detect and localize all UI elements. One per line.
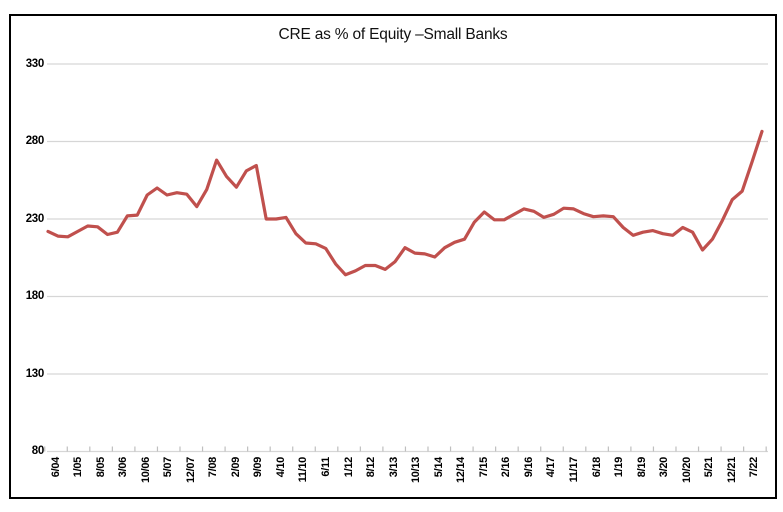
x-tick-label: 10/20 bbox=[680, 457, 693, 484]
x-tick-label: 10/13 bbox=[410, 457, 423, 484]
x-tick-label: 5/07 bbox=[162, 457, 175, 478]
series-line bbox=[46, 129, 764, 277]
x-tick-label: 4/17 bbox=[545, 457, 558, 478]
x-tick-label: 5/21 bbox=[703, 457, 716, 478]
x-tick-label: 9/09 bbox=[252, 457, 265, 478]
y-tick-label: 280 bbox=[25, 135, 45, 147]
x-tick-label: 6/04 bbox=[49, 457, 62, 478]
chart-frame bbox=[9, 14, 777, 499]
x-tick-label: 10/06 bbox=[139, 457, 152, 484]
x-tick-label: 1/19 bbox=[613, 457, 626, 478]
x-tick-label: 8/05 bbox=[94, 457, 107, 478]
x-tick-label: 7/08 bbox=[207, 457, 220, 478]
x-tick-label: 12/21 bbox=[725, 457, 738, 484]
chart-title: CRE as % of Equity –Small Banks bbox=[278, 26, 508, 43]
x-tick-label: 3/13 bbox=[387, 457, 400, 478]
x-tick-label: 6/11 bbox=[320, 457, 333, 477]
y-tick-label: 130 bbox=[25, 367, 45, 380]
x-tick-label: 2/16 bbox=[500, 457, 513, 478]
x-tick-label: 8/12 bbox=[365, 457, 378, 478]
x-tick-label: 8/19 bbox=[635, 457, 648, 478]
x-tick-label: 7/22 bbox=[748, 457, 761, 478]
x-tick-label: 7/15 bbox=[477, 457, 490, 478]
x-tick-label: 3/06 bbox=[117, 457, 130, 478]
x-tick-label: 11/17 bbox=[568, 457, 581, 483]
y-tick-label: 330 bbox=[25, 57, 45, 70]
x-tick-label: 1/12 bbox=[342, 457, 355, 478]
y-tick-label: 180 bbox=[25, 290, 45, 302]
x-tick-label: 3/20 bbox=[658, 457, 671, 478]
x-tick-label: 2/09 bbox=[229, 457, 242, 478]
y-tick-label: 80 bbox=[31, 445, 45, 457]
x-tick-label: 9/16 bbox=[522, 457, 535, 478]
x-tick-label: 12/14 bbox=[455, 457, 468, 484]
x-tick-label: 1/05 bbox=[72, 457, 85, 478]
x-tick-label: 11/10 bbox=[297, 457, 310, 483]
x-tick-label: 5/14 bbox=[432, 457, 445, 478]
x-tick-label: 6/18 bbox=[590, 457, 603, 478]
x-tick-label: 12/07 bbox=[184, 457, 197, 484]
y-tick-label: 230 bbox=[25, 212, 45, 225]
x-tick-label: 4/10 bbox=[274, 457, 287, 478]
